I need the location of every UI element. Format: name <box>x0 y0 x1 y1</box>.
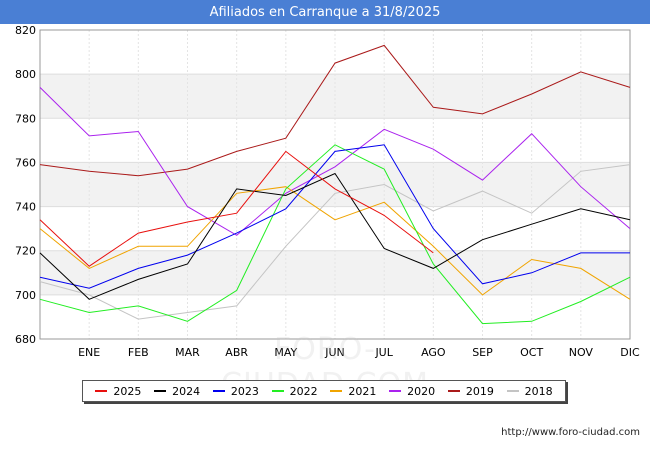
x-tick-label: JUL <box>374 346 393 359</box>
x-tick-label: NOV <box>569 346 594 359</box>
legend-label: 2023 <box>230 384 259 398</box>
legend-swatch <box>95 390 108 392</box>
legend-swatch <box>330 390 343 392</box>
legend-label: 2022 <box>289 384 318 398</box>
series-line-2022 <box>39 144 631 325</box>
y-tick-label: 680 <box>15 333 36 346</box>
x-tick-label: MAR <box>175 346 200 359</box>
legend-item-2019: 2019 <box>447 384 494 398</box>
y-tick-label: 740 <box>15 201 36 214</box>
legend-swatch <box>212 390 225 392</box>
legend-item-2025: 2025 <box>95 385 141 398</box>
x-tick-label: OCT <box>520 346 543 359</box>
legend-swatch <box>154 390 167 392</box>
chart-title: Afiliados en Carranque a 31/8/2025 <box>0 0 650 24</box>
legend-item-2020: 2020 <box>389 385 435 398</box>
y-tick-label: 780 <box>15 112 36 125</box>
legend-label: 2019 <box>465 384 494 398</box>
y-tick-label: 720 <box>15 245 36 258</box>
chart-legend: 2025 2024 2023 2022 2021 2020 2019 2018 <box>82 380 566 402</box>
x-tick-label: AGO <box>421 346 446 359</box>
x-tick-label: DIC <box>620 346 640 359</box>
legend-item-2022: 2022 <box>271 384 318 398</box>
legend-swatch <box>389 390 402 392</box>
legend-swatch <box>447 390 460 392</box>
legend-label: 2024 <box>172 384 201 398</box>
x-tick-label: FEB <box>128 346 149 359</box>
legend-item-2021: 2021 <box>330 385 376 398</box>
series-line-2021 <box>39 186 631 300</box>
legend-item-2023: 2023 <box>212 384 259 398</box>
series-line-2019 <box>39 44 631 177</box>
legend-swatch <box>271 390 284 392</box>
legend-label: 2021 <box>348 384 377 398</box>
series-line-2025 <box>39 150 434 267</box>
x-tick-label: ENE <box>78 346 100 359</box>
x-tick-label: MAY <box>274 346 297 359</box>
chart-title-text: Afiliados en Carranque a 31/8/2025 <box>209 4 441 20</box>
legend-label: 2018 <box>524 384 553 398</box>
legend-label: 2020 <box>407 384 436 398</box>
legend-item-2024: 2024 <box>154 385 200 398</box>
legend-swatch <box>506 390 519 392</box>
series-line-2024 <box>39 172 631 300</box>
x-tick-label: JUN <box>324 346 345 359</box>
legend-label: 2025 <box>113 384 142 398</box>
x-tick-label: SEP <box>472 346 493 359</box>
x-tick-label: ABR <box>225 346 248 359</box>
y-tick-label: 820 <box>15 24 36 37</box>
y-tick-label: 800 <box>15 68 36 81</box>
plot-border <box>39 29 631 340</box>
series-line-2018 <box>39 164 631 320</box>
legend-item-2018: 2018 <box>506 384 553 398</box>
y-tick-label: 700 <box>15 289 36 302</box>
source-link[interactable]: http://www.foro-ciudad.com <box>501 427 640 438</box>
series-line-2020 <box>39 87 631 236</box>
series-line-2023 <box>39 144 630 289</box>
y-tick-label: 760 <box>15 156 36 169</box>
